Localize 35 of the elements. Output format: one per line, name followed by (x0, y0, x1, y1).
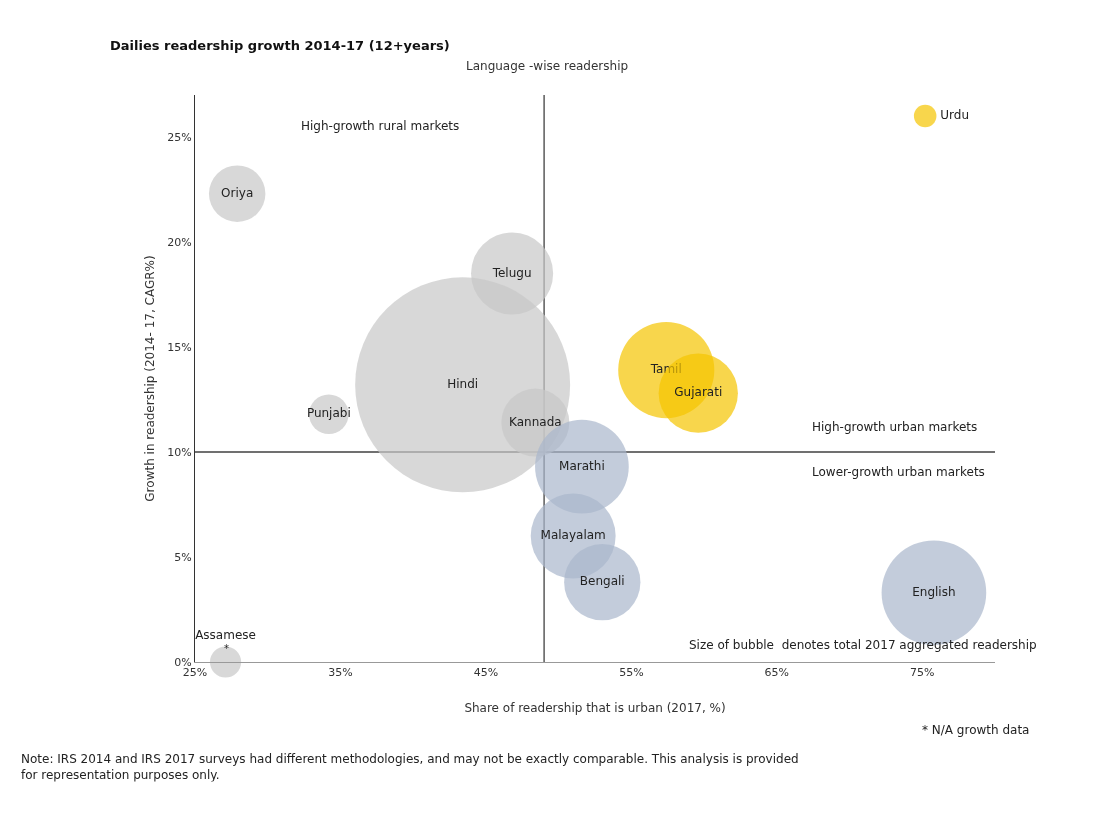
series-label: Gujarati (674, 385, 723, 400)
x-tick-label: 35% (328, 666, 353, 680)
annotation: High-growth urban markets (812, 420, 978, 434)
y-axis-title: Growth in readership (2014- 17, CAGR%) (142, 255, 157, 502)
chart-subtitle: Language -wise readership (466, 59, 629, 73)
y-tick-label: 15% (167, 340, 192, 354)
series-label: Bengali (579, 574, 625, 589)
y-tick-label: 5% (174, 550, 192, 564)
series-label: Malayalam (540, 528, 606, 542)
y-tick-label: 10% (167, 445, 192, 459)
series-label: Assamese (195, 627, 256, 642)
x-tick-label: 75% (910, 666, 935, 680)
text: Note: IRS 2014 and IRS 2017 surveys had different methodologies, and may not be exactly comparable. This analysis is provided for representation purposes only. (21, 752, 799, 782)
y-tick-label: 25% (167, 130, 192, 144)
y-tick-label: 20% (167, 235, 192, 249)
annotation: Size of bubble denotes total 2017 aggregated readership (689, 638, 1037, 652)
series-label: Telugu (491, 265, 532, 280)
series-label: Hindi (447, 376, 479, 391)
series-label: English (912, 584, 956, 599)
series-label: Kannada (509, 414, 562, 429)
x-tick-label: 65% (764, 666, 790, 680)
annotation: Lower-growth urban markets (812, 465, 985, 479)
y-tick-label: 0% (174, 655, 192, 669)
x-tick-label: 55% (619, 666, 644, 680)
text: * N/A growth data (922, 723, 1030, 737)
x-tick-label: 45% (473, 666, 499, 680)
series-label: Punjabi (306, 406, 351, 421)
annotation: * (224, 643, 229, 654)
series-label: Oriya (221, 185, 254, 200)
chart-title: Dailies readership growth 2014-17 (12+years) (110, 37, 450, 53)
series-label: Tamil (649, 362, 682, 377)
x-axis-title: Share of readership that is urban (2017, %) (464, 701, 726, 716)
series-label: Marathi (559, 458, 605, 473)
annotation: High-growth rural markets (301, 119, 460, 133)
series-label: Urdu (940, 108, 970, 122)
